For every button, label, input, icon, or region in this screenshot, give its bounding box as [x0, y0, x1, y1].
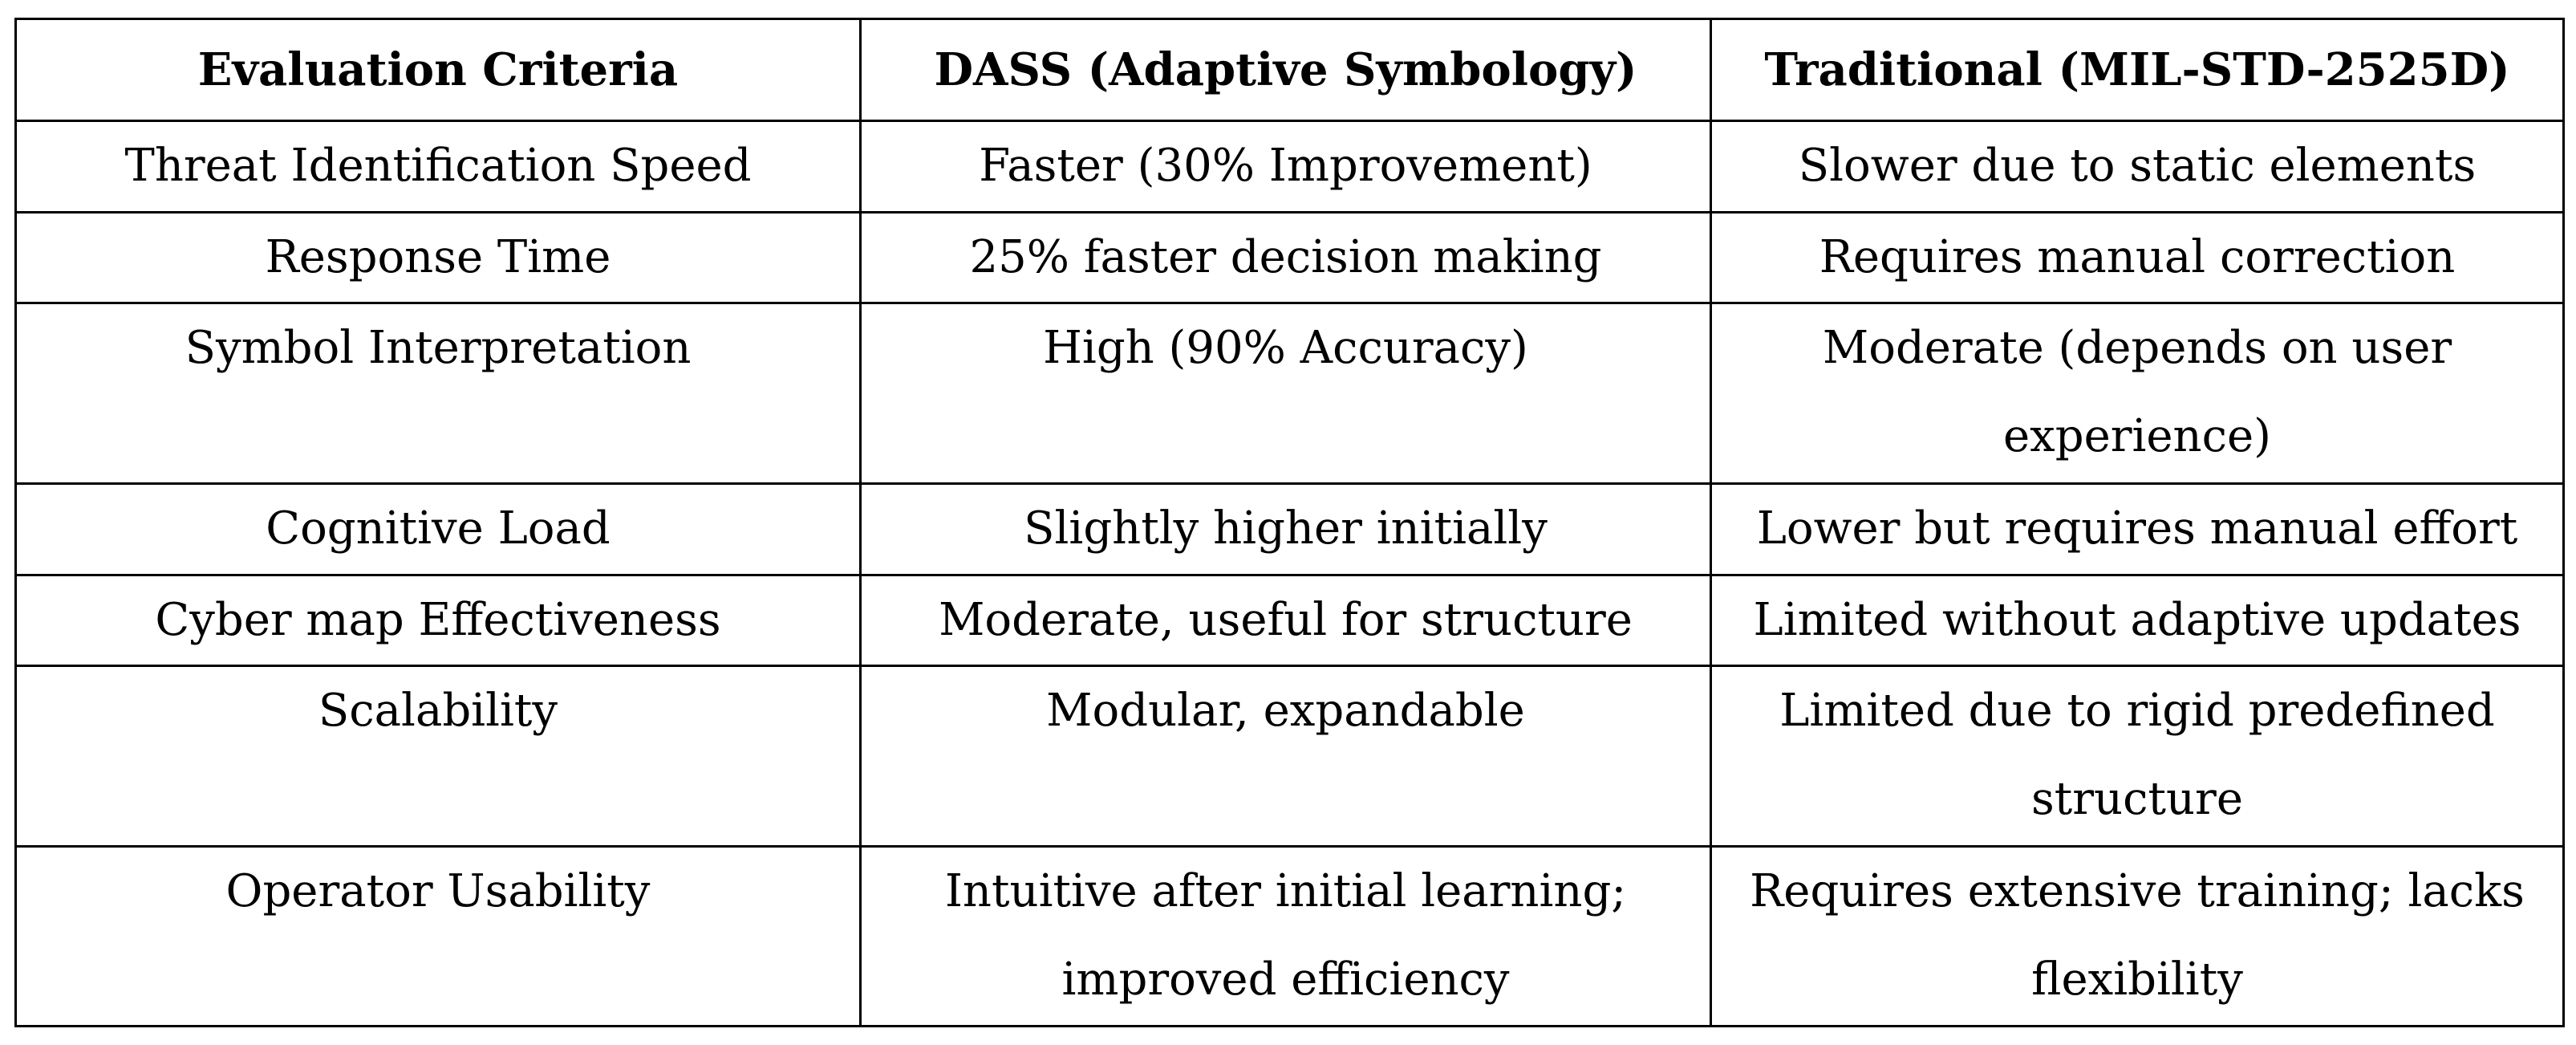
dass-cell: High (90% Accuracy) [859, 302, 1712, 485]
comparison-table-container: Evaluation Criteria DASS (Adaptive Symbo… [14, 18, 2565, 1028]
traditional-cell: Slower due to static elements [1710, 120, 2565, 213]
dass-cell: Faster (30% Improvement) [859, 120, 1712, 213]
traditional-cell: Limited without adaptive updates [1710, 573, 2565, 668]
criteria-cell: Response Time [14, 210, 862, 305]
criteria-cell: Threat Identification Speed [14, 120, 862, 213]
traditional-cell: Requires manual correction [1710, 210, 2565, 305]
table-row: Scalability Modular, expandable Limited … [14, 665, 2565, 848]
dass-cell: Modular, expandable [859, 665, 1712, 848]
table-row: Cognitive Load Slightly higher initially… [14, 482, 2565, 576]
traditional-cell: Lower but requires manual effort [1710, 482, 2565, 576]
dass-cell: Intuitive after initial learning; improv… [859, 844, 1712, 1028]
table-header-row: Evaluation Criteria DASS (Adaptive Symbo… [14, 18, 2565, 122]
traditional-cell: Limited due to rigid predefined structur… [1710, 665, 2565, 848]
comparison-table: Evaluation Criteria DASS (Adaptive Symbo… [14, 18, 2565, 1028]
criteria-cell: Cyber map Effectiveness [14, 573, 862, 668]
table-row: Symbol Interpretation High (90% Accuracy… [14, 302, 2565, 485]
header-dass: DASS (Adaptive Symbology) [859, 18, 1712, 122]
criteria-cell: Operator Usability [14, 844, 862, 1028]
dass-cell: Slightly higher initially [859, 482, 1712, 576]
table-row: Cyber map Effectiveness Moderate, useful… [14, 573, 2565, 668]
dass-cell: Moderate, useful for structure [859, 573, 1712, 668]
header-traditional: Traditional (MIL-STD-2525D) [1710, 18, 2565, 122]
traditional-cell: Requires extensive training; lacks flexi… [1710, 844, 2565, 1028]
traditional-cell: Moderate (depends on user experience) [1710, 302, 2565, 485]
table-row: Response Time 25% faster decision making… [14, 210, 2565, 305]
dass-cell: 25% faster decision making [859, 210, 1712, 305]
table-row: Operator Usability Intuitive after initi… [14, 844, 2565, 1028]
criteria-cell: Cognitive Load [14, 482, 862, 576]
criteria-cell: Scalability [14, 665, 862, 848]
header-evaluation-criteria: Evaluation Criteria [14, 18, 862, 122]
table-row: Threat Identification Speed Faster (30% … [14, 120, 2565, 213]
criteria-cell: Symbol Interpretation [14, 302, 862, 485]
